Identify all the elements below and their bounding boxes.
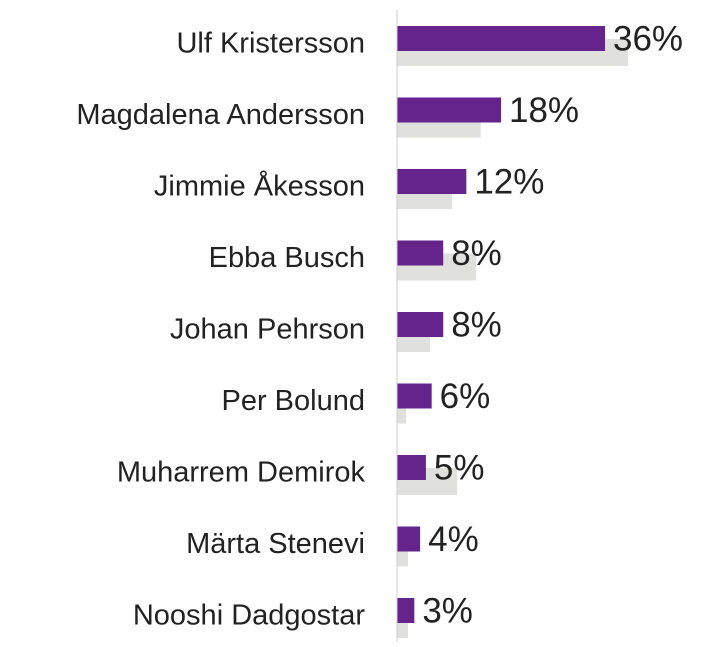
category-label: Jimmie Åkesson xyxy=(154,170,365,203)
bar-previous xyxy=(397,396,407,424)
bar-current xyxy=(397,240,444,266)
bar-current xyxy=(397,383,432,409)
value-label: 8% xyxy=(451,234,502,273)
bar-current xyxy=(397,526,421,552)
category-label: Märta Stenevi xyxy=(186,528,365,560)
bar-current xyxy=(397,312,444,337)
value-label: 6% xyxy=(440,377,491,416)
category-label: Muharrem Demirok xyxy=(117,457,366,489)
value-label: 36% xyxy=(613,19,683,58)
category-label: Ulf Kristersson xyxy=(176,28,365,60)
bar-current xyxy=(397,26,605,51)
bar-current xyxy=(397,598,415,623)
bar-current xyxy=(397,455,426,480)
bar-current xyxy=(397,169,467,194)
bar-previous xyxy=(397,539,408,567)
category-label: Per Bolund xyxy=(222,385,366,417)
value-label: 5% xyxy=(434,448,485,487)
value-label: 18% xyxy=(509,91,579,130)
value-label: 8% xyxy=(451,305,502,344)
value-label: 3% xyxy=(422,591,473,630)
bar-current xyxy=(397,97,501,123)
category-label: Nooshi Dadgostar xyxy=(133,600,365,632)
category-label: Ebba Busch xyxy=(209,242,365,274)
value-label: 12% xyxy=(474,162,544,201)
category-label: Johan Pehrson xyxy=(170,314,365,346)
bar-previous xyxy=(397,611,408,638)
value-label: 4% xyxy=(428,520,479,559)
category-label: Magdalena Andersson xyxy=(76,99,365,131)
